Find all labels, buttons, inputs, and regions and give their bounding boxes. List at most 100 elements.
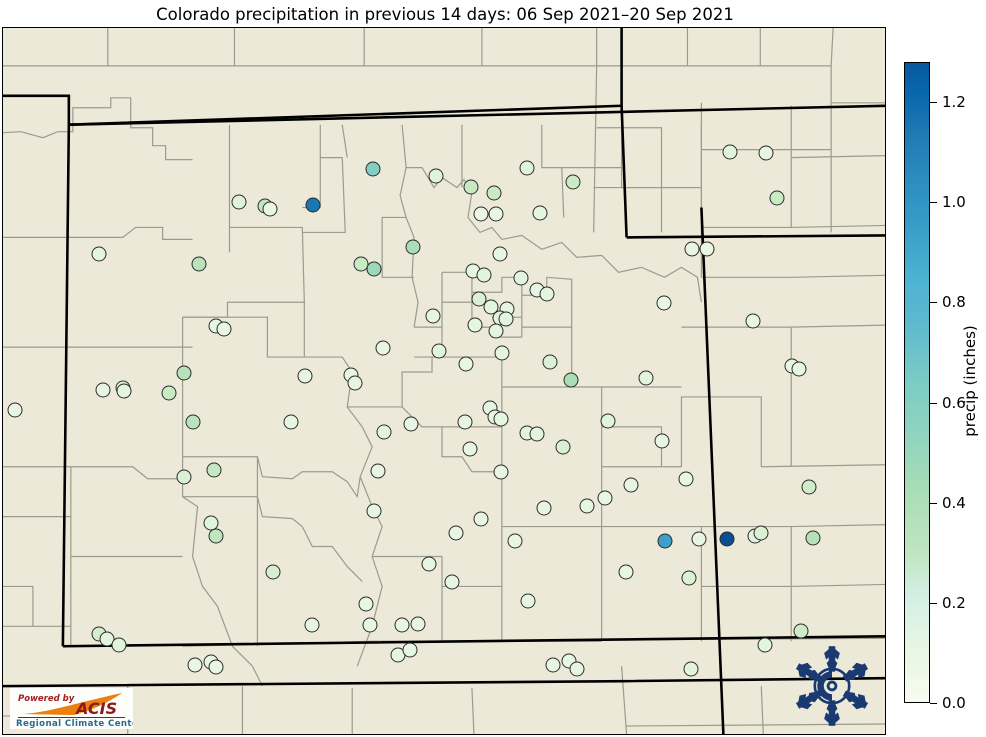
station-dot[interactable]: [657, 533, 673, 549]
station-dot[interactable]: [403, 416, 419, 432]
station-dot[interactable]: [757, 637, 773, 653]
station-dot[interactable]: [216, 321, 232, 337]
station-dot[interactable]: [462, 441, 478, 457]
station-dot[interactable]: [719, 531, 735, 547]
station-dot[interactable]: [176, 469, 192, 485]
station-dot[interactable]: [493, 464, 509, 480]
station-dot[interactable]: [483, 299, 499, 315]
station-dot[interactable]: [793, 623, 809, 639]
station-dot[interactable]: [529, 426, 545, 442]
station-dot[interactable]: [161, 385, 177, 401]
station-dot[interactable]: [467, 317, 483, 333]
station-dot[interactable]: [305, 197, 321, 213]
station-dot[interactable]: [579, 498, 595, 514]
station-dot[interactable]: [265, 564, 281, 580]
station-dot[interactable]: [473, 511, 489, 527]
station-dot[interactable]: [498, 311, 514, 327]
station-dot[interactable]: [753, 525, 769, 541]
station-dot[interactable]: [638, 370, 654, 386]
station-dot[interactable]: [791, 361, 807, 377]
station-dot[interactable]: [476, 267, 492, 283]
station-dot[interactable]: [410, 616, 426, 632]
station-dot[interactable]: [801, 479, 817, 495]
station-dot[interactable]: [623, 477, 639, 493]
station-dot[interactable]: [494, 345, 510, 361]
station-dot[interactable]: [208, 659, 224, 675]
station-dot[interactable]: [208, 528, 224, 544]
station-dot[interactable]: [536, 500, 552, 516]
station-dot[interactable]: [7, 402, 23, 418]
station-dot[interactable]: [111, 637, 127, 653]
acis-logo[interactable]: Powered by ACIS Regional Climate Centers: [10, 688, 133, 729]
station-dot[interactable]: [745, 313, 761, 329]
station-dot[interactable]: [545, 657, 561, 673]
station-dot[interactable]: [488, 323, 504, 339]
station-dot[interactable]: [492, 246, 508, 262]
station-dot[interactable]: [362, 617, 378, 633]
station-dot[interactable]: [486, 185, 502, 201]
station-dot[interactable]: [532, 205, 548, 221]
station-dot[interactable]: [95, 382, 111, 398]
station-dot[interactable]: [654, 433, 670, 449]
station-dot[interactable]: [684, 241, 700, 257]
map-canvas[interactable]: [2, 27, 886, 735]
station-dot[interactable]: [722, 144, 738, 160]
station-dot[interactable]: [394, 617, 410, 633]
station-dot[interactable]: [569, 661, 585, 677]
station-dot[interactable]: [187, 657, 203, 673]
station-dot[interactable]: [428, 168, 444, 184]
station-dot[interactable]: [370, 463, 386, 479]
station-dot[interactable]: [191, 256, 207, 272]
station-dot[interactable]: [678, 471, 694, 487]
station-dot[interactable]: [471, 291, 487, 307]
station-dot[interactable]: [463, 179, 479, 195]
station-dot[interactable]: [376, 424, 392, 440]
station-dot[interactable]: [185, 414, 201, 430]
station-dot[interactable]: [366, 261, 382, 277]
station-dot[interactable]: [683, 661, 699, 677]
station-dot[interactable]: [507, 533, 523, 549]
station-dot[interactable]: [493, 411, 509, 427]
station-dot[interactable]: [425, 308, 441, 324]
station-dot[interactable]: [600, 413, 616, 429]
station-dot[interactable]: [519, 160, 535, 176]
station-dot[interactable]: [405, 239, 421, 255]
station-dot[interactable]: [513, 270, 529, 286]
station-dot[interactable]: [597, 490, 613, 506]
station-dot[interactable]: [448, 525, 464, 541]
station-dot[interactable]: [473, 206, 489, 222]
station-dot[interactable]: [458, 356, 474, 372]
station-dot[interactable]: [565, 174, 581, 190]
station-dot[interactable]: [656, 295, 672, 311]
station-dot[interactable]: [366, 503, 382, 519]
station-dot[interactable]: [358, 596, 374, 612]
station-dot[interactable]: [769, 190, 785, 206]
station-dot[interactable]: [176, 365, 192, 381]
station-dot[interactable]: [283, 414, 299, 430]
station-dot[interactable]: [563, 372, 579, 388]
station-dot[interactable]: [488, 206, 504, 222]
station-dot[interactable]: [681, 570, 697, 586]
station-dot[interactable]: [206, 462, 222, 478]
station-dot[interactable]: [116, 383, 132, 399]
station-dot[interactable]: [758, 145, 774, 161]
colorbar-gradient[interactable]: [904, 62, 930, 703]
station-dot[interactable]: [262, 201, 278, 217]
station-dot[interactable]: [347, 375, 363, 391]
station-dot[interactable]: [805, 530, 821, 546]
station-dot[interactable]: [297, 368, 313, 384]
station-dot[interactable]: [375, 340, 391, 356]
station-dot[interactable]: [520, 593, 536, 609]
station-dot[interactable]: [231, 194, 247, 210]
station-dot[interactable]: [542, 354, 558, 370]
station-dot[interactable]: [691, 531, 707, 547]
station-dot[interactable]: [91, 246, 107, 262]
station-dot[interactable]: [304, 617, 320, 633]
station-dot[interactable]: [365, 161, 381, 177]
station-dot[interactable]: [555, 439, 571, 455]
station-dot[interactable]: [457, 414, 473, 430]
station-dot[interactable]: [539, 286, 555, 302]
station-dot[interactable]: [618, 564, 634, 580]
station-dot[interactable]: [699, 241, 715, 257]
station-dot[interactable]: [431, 343, 447, 359]
